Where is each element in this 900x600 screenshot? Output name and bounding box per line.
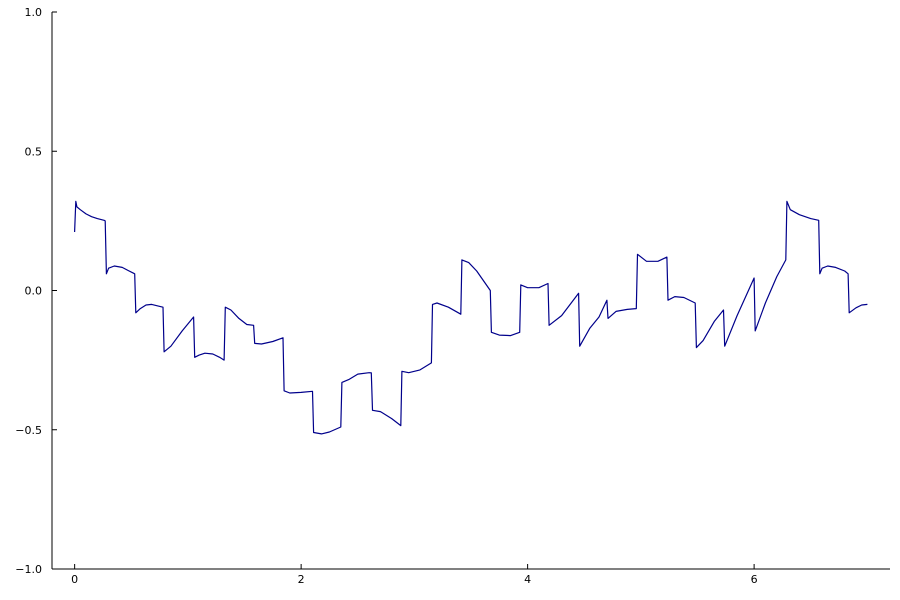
y-tick-label: −1.0 bbox=[15, 563, 42, 576]
y-tick-label: 0.5 bbox=[25, 145, 43, 158]
axes bbox=[51, 12, 890, 570]
y-tick-label: 0.0 bbox=[25, 285, 43, 298]
y-tick-label: −0.5 bbox=[15, 424, 42, 437]
x-tick-label: 0 bbox=[71, 573, 78, 586]
x-tick-label: 4 bbox=[524, 573, 531, 586]
plot-area bbox=[74, 200, 868, 435]
x-axis-ticks: 0 2 4 6 bbox=[71, 564, 758, 586]
x-tick-label: 2 bbox=[298, 573, 305, 586]
y-axis-ticks: 1.0 0.5 0.0 −0.5 −1.0 bbox=[15, 6, 57, 576]
series-line bbox=[74, 200, 868, 435]
y-tick-label: 1.0 bbox=[25, 6, 43, 19]
x-tick-label: 6 bbox=[751, 573, 758, 586]
